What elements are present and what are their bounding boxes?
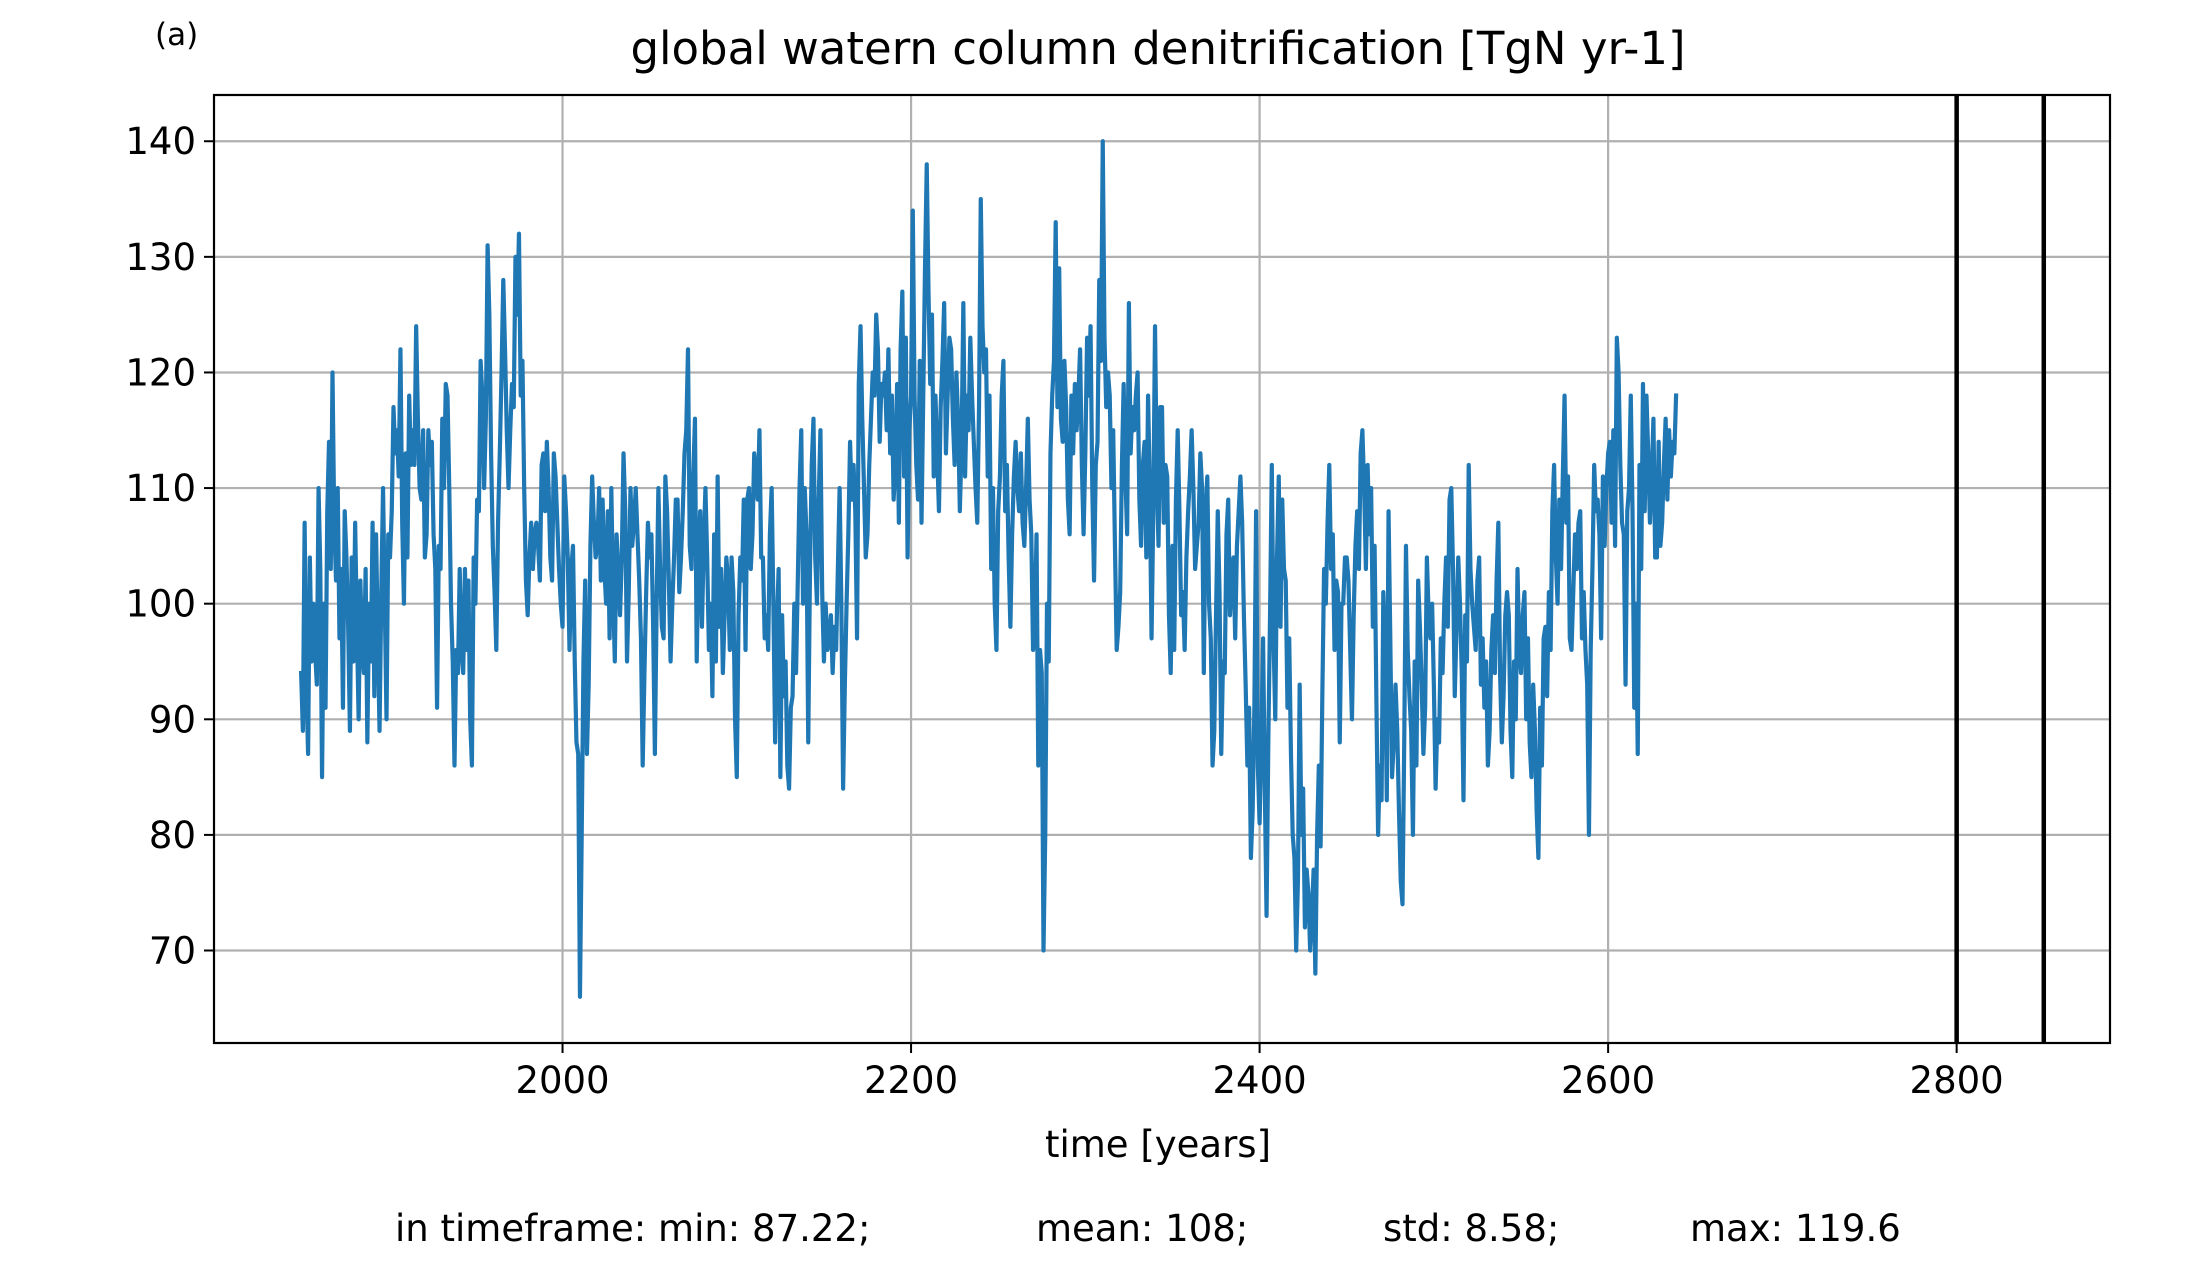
chart-title: global watern column denitrification [Tg… (630, 22, 1685, 75)
y-tick-label: 120 (125, 351, 196, 394)
x-tick-label: 2000 (515, 1059, 609, 1102)
panel-label: (a) (155, 17, 198, 53)
x-tick-label: 2800 (1910, 1059, 2004, 1102)
x-tick-label: 2600 (1561, 1059, 1655, 1102)
plot-frame (212, 93, 2112, 1045)
stats-min: in timeframe: min: 87.22; (395, 1207, 870, 1250)
x-tick-label: 2400 (1213, 1059, 1307, 1102)
vertical-marker-lines (1954, 95, 2047, 1043)
y-tick-label: 90 (149, 698, 196, 741)
x-axis-label: time [years] (1045, 1123, 1271, 1166)
series-group (298, 139, 1679, 999)
y-tick-label: 110 (125, 467, 196, 510)
stats-max: max: 119.6 (1690, 1207, 1901, 1250)
series-line (298, 139, 1679, 999)
stats-std: std: 8.58; (1383, 1207, 1559, 1250)
axis-ticks: 2000 2200 2400 2600 2800 70 80 90 100 110 120 130 14… (125, 120, 2003, 1102)
y-tick-label: 100 (125, 583, 196, 626)
stats-mean: mean: 108; (1036, 1207, 1248, 1250)
x-tick-label: 2200 (864, 1059, 958, 1102)
y-tick-label: 70 (149, 930, 196, 973)
y-tick-label: 80 (149, 814, 196, 857)
y-tick-label: 140 (125, 120, 196, 163)
y-tick-label: 130 (125, 236, 196, 279)
